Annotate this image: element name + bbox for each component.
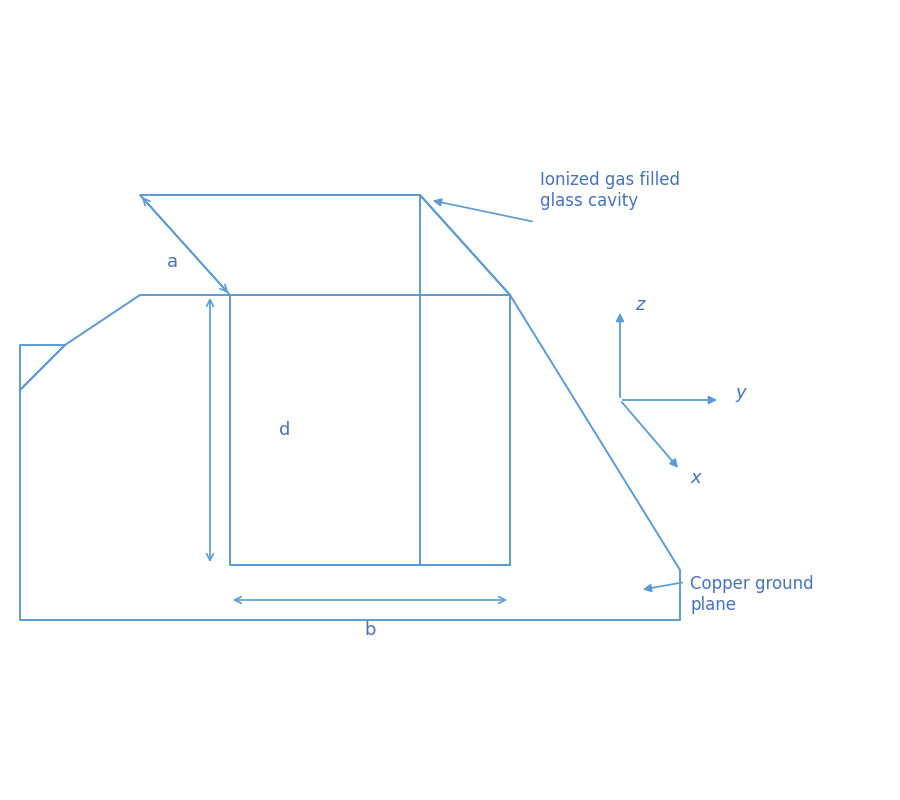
Text: Ionized gas filled
glass cavity: Ionized gas filled glass cavity [540,171,680,210]
Text: b: b [364,621,376,639]
Text: a: a [166,253,177,271]
Text: d: d [279,421,291,439]
Text: y: y [735,384,745,402]
Text: z: z [635,296,644,314]
Text: Copper ground
plane: Copper ground plane [690,575,814,614]
Text: x: x [690,469,700,487]
